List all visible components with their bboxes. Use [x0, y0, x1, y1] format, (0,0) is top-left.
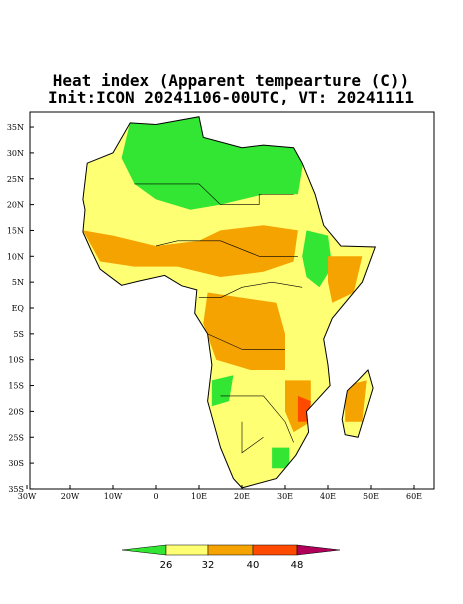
- lat-label: 10S: [8, 356, 24, 365]
- land: [82, 116, 377, 489]
- lat-label: 10N: [7, 252, 24, 261]
- colorbar-swatch: [121, 544, 167, 556]
- lon-label: 0: [153, 492, 158, 501]
- lat-label: 35S: [8, 485, 24, 494]
- coastline: [82, 116, 377, 489]
- lat-label: 20N: [7, 201, 24, 210]
- lon-label: 60E: [406, 492, 422, 501]
- colorbar-swatch: [207, 544, 254, 556]
- lon-label: 10W: [104, 492, 123, 501]
- lon-label: 10E: [191, 492, 207, 501]
- heat-region: [272, 447, 290, 469]
- heat-region: [345, 380, 367, 422]
- lon-label: 50E: [363, 492, 379, 501]
- lat-label: EQ: [12, 304, 25, 313]
- colorbar-label: 40: [247, 560, 260, 571]
- lat-label: 15N: [7, 226, 24, 235]
- heat-region: [211, 375, 234, 407]
- lon-label: 30E: [277, 492, 293, 501]
- heat-region: [328, 256, 363, 303]
- border: [199, 281, 303, 298]
- lon-label: 20E: [234, 492, 250, 501]
- border: [220, 395, 294, 443]
- border: [207, 333, 285, 350]
- colorbar-swatch: [296, 544, 341, 556]
- border: [241, 421, 264, 454]
- map-frame: [29, 111, 435, 490]
- lat-label: 20S: [8, 407, 24, 416]
- lon-label: 30W: [18, 492, 37, 501]
- lat-label: 25S: [8, 433, 24, 442]
- lat-label: 30S: [8, 459, 24, 468]
- heat-region: [82, 225, 298, 277]
- lat-label: 35N: [7, 123, 24, 132]
- border: [155, 240, 298, 257]
- title-line: Heat index (Apparent tempearture (C)): [53, 71, 409, 90]
- colorbar-label: 48: [291, 560, 304, 571]
- colorbar-swatch: [252, 544, 298, 556]
- title-line: Init:ICON 20241106-00UTC, VT: 20241111: [48, 88, 414, 107]
- colorbar-label: 26: [160, 560, 173, 571]
- colorbar-swatch: [165, 544, 209, 556]
- colorbar-label: 32: [202, 560, 215, 571]
- lon-label: 20W: [61, 492, 80, 501]
- lat-label: 25N: [7, 175, 24, 184]
- lat-label: 5N: [12, 278, 24, 287]
- lat-label: 5S: [13, 330, 24, 339]
- heat-region: [203, 292, 285, 370]
- lon-label: 40E: [320, 492, 336, 501]
- border: [134, 183, 294, 205]
- lat-label: 30N: [7, 149, 24, 158]
- lat-label: 15S: [8, 382, 24, 391]
- colorbar: 26 32 40 48: [121, 544, 341, 571]
- heat-region: [302, 230, 333, 288]
